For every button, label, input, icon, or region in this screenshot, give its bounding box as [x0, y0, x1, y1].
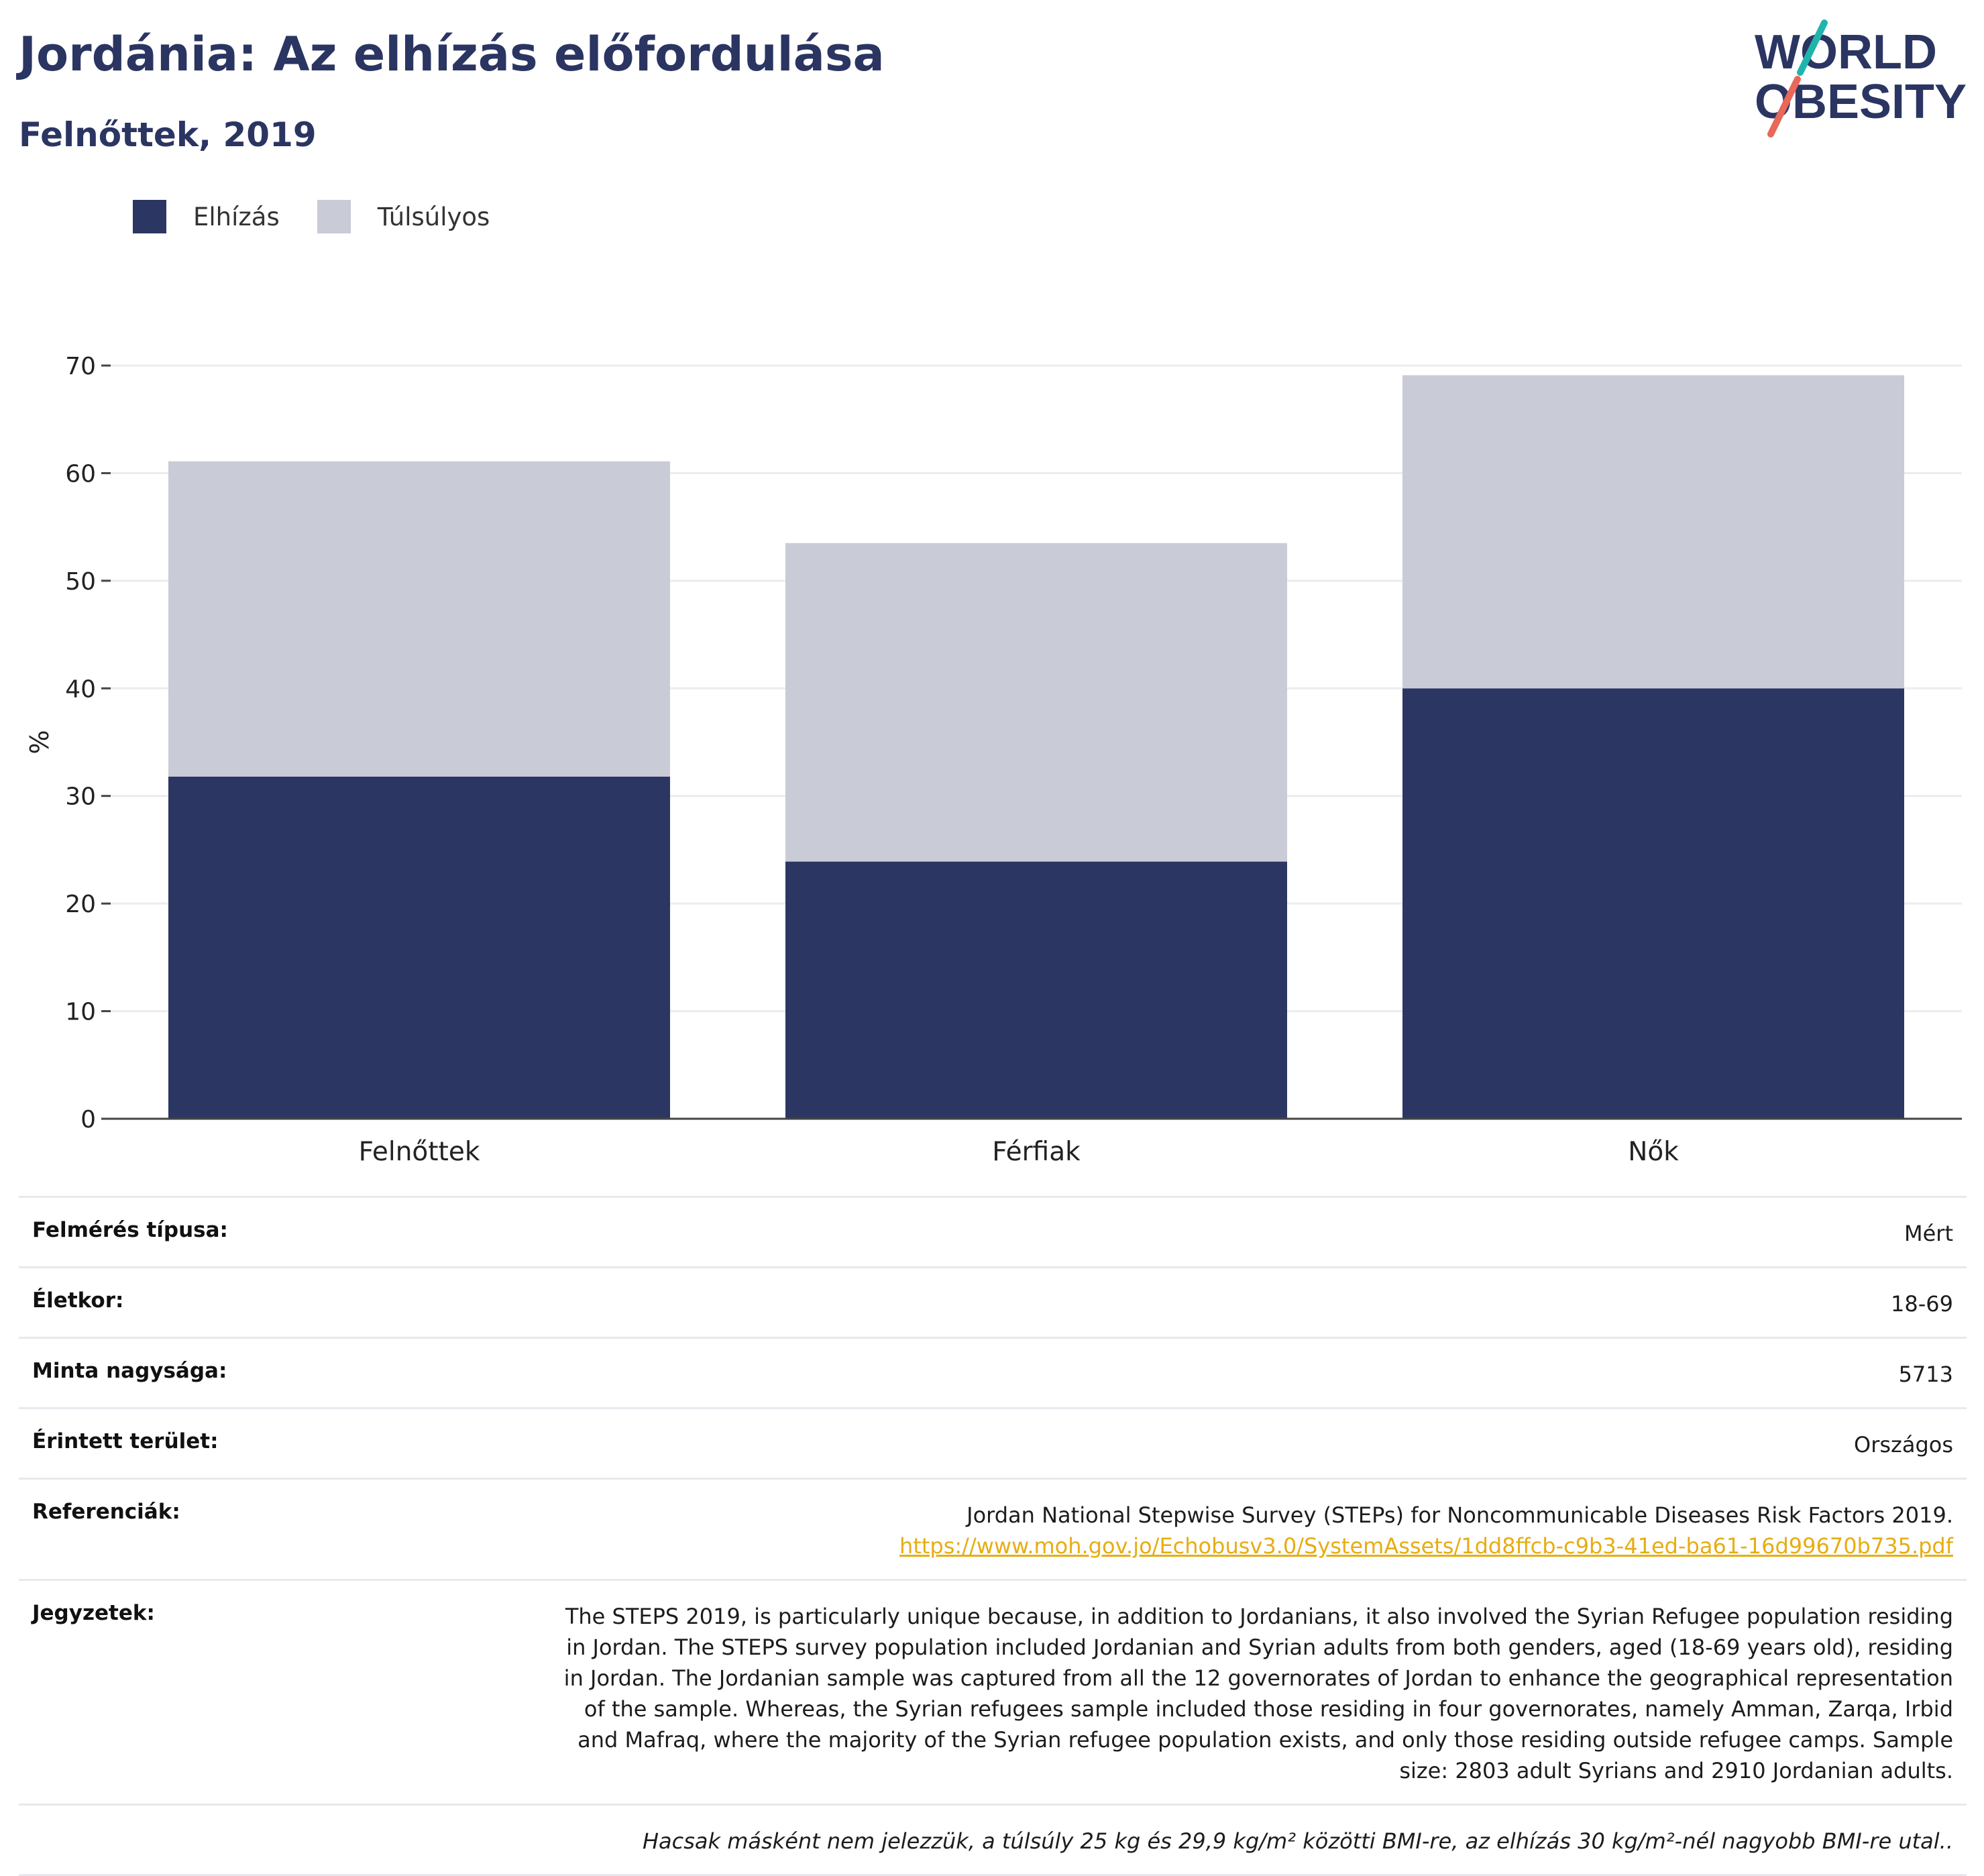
x-tick-label: Nők — [1628, 1137, 1679, 1167]
meta-label: Minta nagysága: — [32, 1359, 227, 1383]
legend-label-overweight: Túlsúlyos — [377, 202, 490, 231]
references-value: Jordan National Stepwise Survey (STEPs) … — [899, 1500, 1953, 1561]
bar-obesity — [1402, 688, 1904, 1119]
notes-value: The STEPS 2019, is particularly unique b… — [563, 1604, 1953, 1783]
meta-label: Referenciák: — [32, 1500, 180, 1524]
stacked-bar-chart: 0 10 20 30 40 50 60 70% Felnőttek Férfiak Nők — [25, 353, 1962, 1167]
y-tick-label: 20 — [65, 891, 96, 918]
bar-overweight — [168, 461, 670, 777]
logo-slash-bottom — [1767, 76, 1801, 137]
y-tick-label: 70 — [65, 353, 96, 380]
metadata-table: Felmérés típusa: Mért Életkor: 18-69 Min… — [19, 1196, 1967, 1876]
chart-title: Jordánia: Az elhízás előfordulása — [19, 27, 885, 82]
logo-slash-top — [1797, 19, 1828, 76]
chart-subtitle: Felnőttek, 2019 — [19, 115, 317, 154]
meta-row-area: Érintett terület: Országos — [19, 1407, 1967, 1478]
y-tick-label: 0 — [80, 1106, 96, 1134]
y-axis-label: % — [25, 730, 54, 754]
meta-label: Jegyzetek: — [32, 1601, 155, 1625]
footnote: Hacsak másként nem jelezzük, a túlsúly 2… — [642, 1828, 1953, 1854]
meta-label: Életkor: — [32, 1288, 124, 1313]
meta-row-footnote: Hacsak másként nem jelezzük, a túlsúly 2… — [19, 1804, 1967, 1876]
meta-row-references: Referenciák: Jordan National Stepwise Su… — [19, 1478, 1967, 1579]
meta-value: 18-69 — [1891, 1291, 1953, 1317]
x-tick-label: Férfiak — [992, 1137, 1081, 1167]
y-tick-label: 40 — [65, 675, 96, 703]
world-obesity-logo: WORLD OBESITY — [1755, 19, 1967, 137]
y-tick-label: 30 — [65, 783, 96, 811]
y-tick-label: 60 — [65, 460, 96, 488]
x-tick-label: Felnőttek — [359, 1137, 480, 1167]
y-tick-label: 10 — [65, 999, 96, 1026]
legend-swatch-overweight — [317, 200, 351, 233]
meta-value: Országos — [1854, 1432, 1953, 1457]
bar-obesity — [785, 861, 1287, 1119]
legend-swatch-obesity — [133, 200, 166, 233]
logo-line-1: WORLD — [1755, 25, 1937, 79]
meta-row-notes: Jegyzetek: The STEPS 2019, is particular… — [19, 1579, 1967, 1804]
meta-label: Érintett terület: — [32, 1429, 219, 1453]
bar-obesity — [168, 776, 670, 1119]
reference-text: Jordan National Stepwise Survey (STEPs) … — [967, 1502, 1953, 1528]
reference-link[interactable]: https://www.moh.gov.jo/Echobusv3.0/Syste… — [899, 1533, 1953, 1559]
meta-row-age: Életkor: 18-69 — [19, 1266, 1967, 1337]
legend: Elhízás Túlsúlyos — [133, 198, 527, 235]
legend-item-overweight: Túlsúlyos — [317, 200, 490, 233]
legend-item-obesity: Elhízás — [133, 200, 280, 233]
meta-label: Felmérés típusa: — [32, 1218, 228, 1242]
meta-value: 5713 — [1898, 1362, 1953, 1387]
bar-overweight — [785, 543, 1287, 862]
meta-value: Mért — [1904, 1221, 1953, 1246]
bar-overweight — [1402, 375, 1904, 689]
y-tick-label: 50 — [65, 568, 96, 596]
meta-row-sample-size: Minta nagysága: 5713 — [19, 1337, 1967, 1407]
meta-row-survey-type: Felmérés típusa: Mért — [19, 1196, 1967, 1266]
legend-label-obesity: Elhízás — [193, 202, 280, 231]
